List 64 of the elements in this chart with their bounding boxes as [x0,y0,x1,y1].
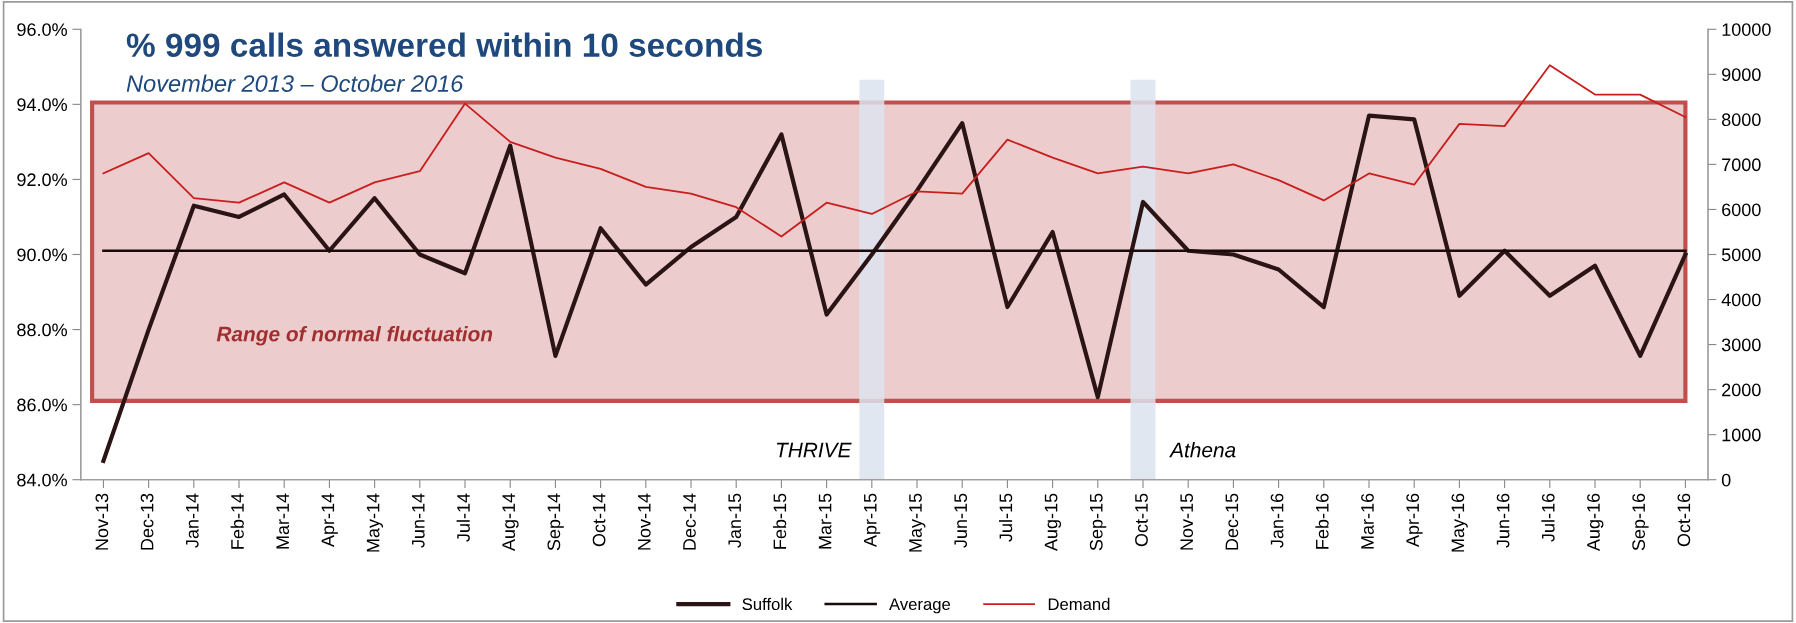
x-tick-label: Aug-16 [1587,493,1604,552]
x-tick-label: Aug-15 [1044,493,1062,552]
x-tick-label: Apr-15 [864,493,881,548]
x-tick-label: Jul-14 [456,493,470,542]
x-tick-label: Jun-14 [412,493,425,548]
y2-tick-label: 1000 [1722,428,1761,442]
y-tick-label: 86.0% [17,398,67,412]
x-tick-label: Sep-16 [1632,493,1649,551]
ref-line-label: Athena [1169,442,1236,458]
y2-tick-label: 9000 [1722,68,1761,82]
x-tick-label: Aug-14 [502,493,519,552]
x-tick-label: Jun-15 [954,493,968,548]
x-tick-label: Jul-15 [998,493,1013,542]
x-tick-label: Apr-14 [321,493,338,548]
y2-tick-label: 10000 [1722,23,1771,36]
y2-tick-label: 6000 [1722,203,1761,217]
y2-tick-label: 0 [1721,473,1731,487]
y2-tick-label: 2000 [1722,383,1761,397]
legend-label: Average [889,598,951,614]
x-tick-label: Jan-14 [186,493,199,548]
x-tick-label: Dec-15 [1225,493,1239,550]
x-tick-label: Mar-14 [276,493,290,549]
legend-label: Suffolk [742,597,793,611]
x-tick-label: Jun-16 [1496,493,1510,548]
x-tick-label: Jul-16 [1541,493,1555,542]
x-tick-label: May-14 [366,493,384,552]
x-tick-label: Dec-13 [140,493,154,550]
x-tick-label: Apr-16 [1406,493,1423,548]
y2-tick-label: 3000 [1721,338,1761,352]
x-tick-label: Feb-16 [1315,493,1329,549]
x-tick-label: Mar-16 [1361,493,1374,549]
y-tick-label: 90.0% [17,248,67,262]
x-tick-label: Nov-14 [638,493,651,550]
x-tick-label: Jan-16 [1270,493,1284,548]
y-tick-label: 96.0% [17,23,67,36]
chart-title: % 999 calls answered within 10 seconds [126,32,762,57]
y-tick-label: 92.0% [17,173,67,187]
x-tick-label: Nov-13 [95,493,109,550]
x-tick-label: Oct-16 [1677,493,1691,547]
y-tick-label: 88.0% [17,323,67,337]
x-tick-label: Dec-14 [683,493,696,550]
x-tick-label: Sep-14 [547,493,564,551]
x-tick-label: May-15 [909,493,926,552]
y2-tick-label: 5000 [1721,248,1761,262]
ref-line-label: THRIVE [776,442,852,458]
legend-label: Demand [1048,597,1110,611]
line-series [101,113,1688,464]
x-tick-label: Nov-15 [1180,493,1194,550]
x-tick-label: Oct-15 [1135,493,1148,547]
x-tick-label: Sep-15 [1089,493,1107,551]
y2-tick-label: 4000 [1721,293,1761,307]
text: November 2013 – October 2016 [126,74,464,92]
x-tick-label: Mar-15 [818,493,832,549]
x-tick-label: Jan-15 [728,493,742,548]
x-tick-label: Feb-15 [772,493,787,549]
line-series [102,64,1687,238]
x-tick-label: May-16 [1451,493,1468,552]
y2-tick-label: 7000 [1722,158,1761,172]
y-tick-label: 94.0% [17,98,67,112]
y-tick-label: 84.0% [17,473,67,487]
band-label: Range of normal fluctuation [216,326,493,346]
x-tick-label: Feb-14 [230,493,244,549]
y2-tick-label: 8000 [1721,113,1761,127]
x-tick-label: Oct-14 [592,493,606,547]
